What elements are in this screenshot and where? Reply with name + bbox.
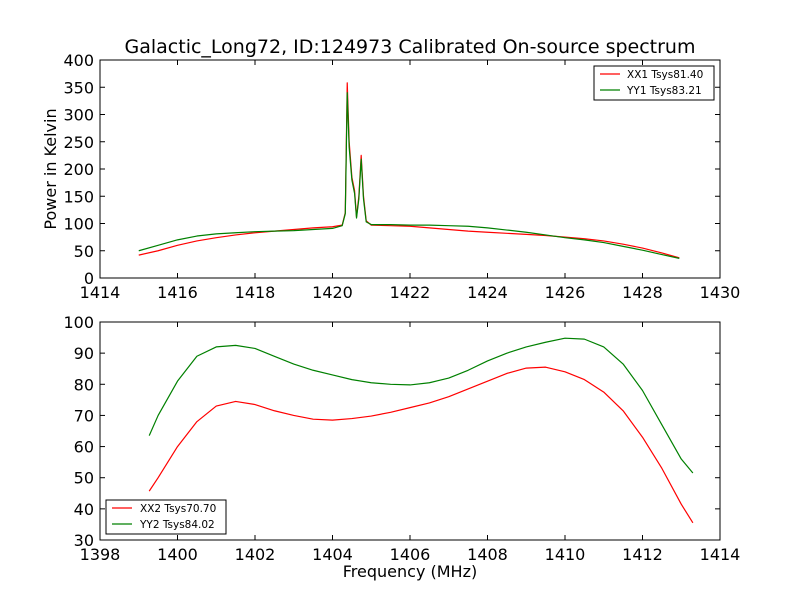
- x-tick-label-top: 1416: [157, 283, 198, 302]
- series-line-bottom-1: [148, 366, 694, 524]
- x-tick-label-bottom: 1410: [545, 545, 586, 564]
- plot-area-bottom: 1398 1400 1402 1404 1406 1408 1410 1412 1414 30 40…: [63, 313, 740, 564]
- bottom-panel: Frequency (MHz) 1398 1400 1402 1404 1406 1408…: [63, 313, 740, 581]
- legend-label-xx1: XX1 Tsys81.40: [627, 69, 703, 81]
- x-tick-label-top: 1430: [700, 283, 741, 302]
- y-tick-label-top: 100: [63, 215, 94, 234]
- y-tick-label-top: 250: [63, 133, 94, 152]
- series-line-top-2: [138, 92, 680, 259]
- y-tick-label-top: 350: [63, 78, 94, 97]
- y-tick-label-bottom: 70: [74, 406, 94, 425]
- legend-label-yy1: YY1 Tsys83.21: [626, 85, 702, 97]
- top-panel: Galactic_Long72, ID:124973 Calibrated On…: [41, 36, 740, 302]
- x-tick-label-bottom: 1412: [622, 545, 663, 564]
- x-tick-label-bottom: 1398: [80, 545, 121, 564]
- y-tick-label-bottom: 80: [74, 375, 94, 394]
- x-tick-label-bottom: 1406: [390, 545, 431, 564]
- y-tick-label-top: 50: [74, 242, 94, 261]
- plot-area-top: 1414 1416 1418 1420 1422 1424 1426 1428 1430 0 50 1…: [63, 51, 740, 302]
- y-tick-label-bottom: 90: [74, 344, 94, 363]
- x-tick-label-bottom: 1402: [235, 545, 276, 564]
- legend-bottom: XX2 Tsys70.70 YY2 Tsys84.02: [105, 499, 227, 535]
- x-tick-label-top: 1426: [545, 283, 586, 302]
- y-axis-title-top: Power in Kelvin: [41, 108, 60, 229]
- x-tick-label-bottom: 1414: [700, 545, 741, 564]
- y-tick-label-top: 0: [84, 269, 94, 288]
- legend-label-xx2: XX2 Tsys70.70: [140, 503, 216, 515]
- x-tick-label-top: 1418: [235, 283, 276, 302]
- y-tick-label-top: 150: [63, 187, 94, 206]
- legend-box-top: [593, 65, 715, 101]
- x-tick-label-top: 1414: [80, 283, 121, 302]
- legend-top: XX1 Tsys81.40 YY1 Tsys83.21: [593, 65, 715, 101]
- y-tick-label-bottom: 60: [74, 438, 94, 457]
- y-tick-label-top: 300: [63, 106, 94, 125]
- y-tick-label-bottom: 30: [74, 531, 94, 550]
- chart-title: Galactic_Long72, ID:124973 Calibrated On…: [125, 36, 696, 58]
- x-tick-label-top: 1428: [622, 283, 663, 302]
- x-tick-label-top: 1420: [312, 283, 353, 302]
- x-tick-label-top: 1422: [390, 283, 431, 302]
- x-tick-label-bottom: 1404: [312, 545, 353, 564]
- y-tick-label-bottom: 50: [74, 469, 94, 488]
- series-line-bottom-2: [148, 337, 694, 474]
- x-tick-label-bottom: 1408: [467, 545, 508, 564]
- x-axis-title-bottom: Frequency (MHz): [343, 562, 477, 581]
- y-tick-label-bottom: 40: [74, 500, 94, 519]
- y-tick-label-top: 200: [63, 160, 94, 179]
- y-tick-label-top: 400: [63, 51, 94, 70]
- legend-label-yy2: YY2 Tsys84.02: [139, 519, 215, 531]
- y-tick-label-bottom: 100: [63, 313, 94, 332]
- legend-box-bottom: [105, 499, 227, 535]
- x-tick-label-bottom: 1400: [157, 545, 198, 564]
- x-tick-label-top: 1424: [467, 283, 508, 302]
